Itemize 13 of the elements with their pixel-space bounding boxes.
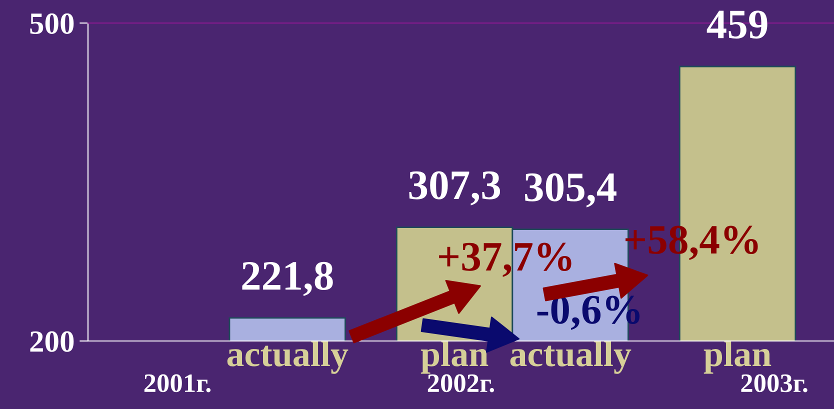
y-tick-label: 200 (30, 331, 74, 352)
x-tick-label: actually (510, 341, 632, 374)
x-tick-label: plan (420, 341, 488, 374)
text: 2003г. (741, 374, 808, 392)
data-label: 221,8 (242, 262, 333, 296)
text: 2001г. (144, 374, 211, 392)
data-label: 305,4 (525, 173, 616, 208)
y-tick-label: 500 (30, 13, 74, 34)
text: 2002г. (428, 374, 494, 392)
data-label: 459 (706, 10, 768, 39)
x-tick-label: actually (227, 341, 348, 374)
x-tick-label: plan (704, 341, 772, 374)
data-label: 307,3 (409, 171, 500, 206)
